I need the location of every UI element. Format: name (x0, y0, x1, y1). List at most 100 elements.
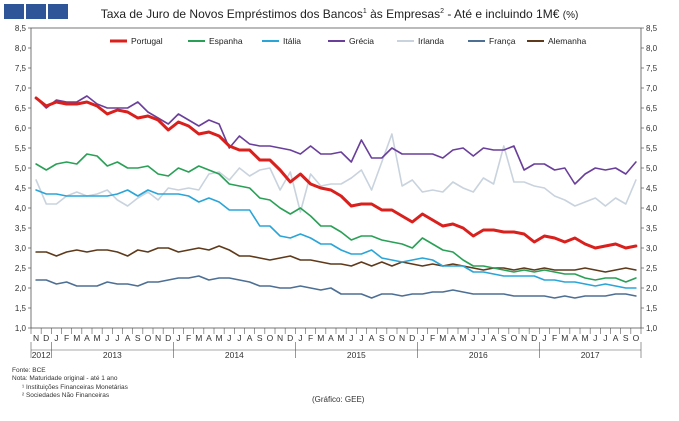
x-month-label: N (155, 333, 161, 343)
x-month-label: A (491, 333, 497, 343)
y-tick-label-left: 6,5 (15, 104, 27, 113)
legend-label: França (489, 36, 516, 46)
y-tick-label-left: 3,5 (15, 224, 27, 233)
x-month-label: A (328, 333, 334, 343)
x-month-label: J (115, 333, 119, 343)
logo-block (26, 4, 46, 19)
y-tick-label-right: 5,5 (646, 144, 658, 153)
footnotes: Fonte: BCE Nota: Maturidade original - a… (12, 367, 128, 400)
y-tick-label-left: 3,0 (15, 244, 27, 253)
x-month-label: D (287, 333, 293, 343)
y-tick-label-right: 5,0 (646, 164, 658, 173)
x-month-label: A (247, 333, 253, 343)
x-month-label: M (460, 333, 467, 343)
y-tick-label-left: 2,5 (15, 264, 27, 273)
series-line-grecia (35, 95, 637, 185)
x-month-label: A (450, 333, 456, 343)
x-year-label: 2015 (347, 350, 366, 360)
y-tick-label-left: 6,0 (15, 124, 27, 133)
x-month-label: J (237, 333, 241, 343)
y-tick-label-right: 4,0 (646, 204, 658, 213)
x-month-label: M (561, 333, 568, 343)
y-tick-label-left: 2,0 (15, 284, 27, 293)
y-tick-label-right: 3,5 (646, 224, 658, 233)
x-month-label: F (64, 333, 69, 343)
x-month-label: J (542, 333, 546, 343)
logo-block (4, 4, 24, 19)
x-month-label: J (593, 333, 597, 343)
x-year-label: 2014 (225, 350, 244, 360)
x-month-label: D (531, 333, 537, 343)
x-month-label: M (195, 333, 202, 343)
x-month-label: J (420, 333, 424, 343)
x-month-label: J (471, 333, 475, 343)
x-month-label: A (206, 333, 212, 343)
x-month-label: A (369, 333, 375, 343)
x-month-label: M (582, 333, 589, 343)
series-line-italia (35, 189, 637, 289)
x-month-label: M (94, 333, 101, 343)
x-month-label: N (521, 333, 527, 343)
x-month-label: M (216, 333, 223, 343)
x-month-label: S (379, 333, 385, 343)
x-year-label: 2016 (469, 350, 488, 360)
y-tick-label-left: 7,0 (15, 84, 27, 93)
x-month-label: J (349, 333, 353, 343)
source-note: Fonte: BCE (12, 367, 46, 374)
x-month-label: A (125, 333, 131, 343)
series-line-alemanha (35, 245, 637, 273)
x-month-label: F (186, 333, 191, 343)
x-month-label: N (33, 333, 39, 343)
x-month-label: M (338, 333, 345, 343)
x-month-label: O (145, 333, 152, 343)
plot-frame (30, 27, 642, 329)
y-tick-label-left: 7,5 (15, 64, 27, 73)
x-year-label: 2012 (32, 350, 51, 360)
legend-label: Portugal (131, 36, 163, 46)
x-month-label: M (73, 333, 80, 343)
y-tick-label-left: 1,0 (15, 324, 27, 333)
y-tick-label-right: 1,0 (646, 324, 658, 333)
gee-logo (4, 4, 68, 19)
footnote-2: ² Sociedades Não Financeiras (22, 391, 110, 399)
title-text: às Empresas (366, 7, 441, 21)
y-tick-label-right: 4,5 (646, 184, 658, 193)
x-year-label: 2017 (581, 350, 600, 360)
x-month-label: J (298, 333, 302, 343)
logo-block (48, 4, 68, 19)
series-line-espanha (35, 153, 637, 283)
x-month-label: A (84, 333, 90, 343)
y-tick-label-left: 4,0 (15, 204, 27, 213)
x-month-label: M (439, 333, 446, 343)
series-line-franca (35, 275, 637, 299)
x-month-label: A (572, 333, 578, 343)
legend-label: Itália (283, 36, 301, 46)
series-line-irlanda (35, 133, 637, 213)
y-tick-label-left: 8,0 (15, 44, 27, 53)
x-month-label: J (176, 333, 180, 343)
y-tick-label-right: 1,5 (646, 304, 658, 313)
x-month-label: O (267, 333, 274, 343)
x-month-label: F (430, 333, 435, 343)
x-month-label: S (135, 333, 141, 343)
chart-title: Taxa de Juro de Novos Empréstimos dos Ba… (0, 7, 679, 21)
title-sup: 2 (440, 8, 444, 15)
x-month-label: D (165, 333, 171, 343)
x-month-label: A (613, 333, 619, 343)
y-tick-label-right: 6,5 (646, 104, 658, 113)
y-tick-label-right: 3,0 (646, 244, 658, 253)
x-month-label: S (501, 333, 507, 343)
y-tick-label-right: 8,5 (646, 24, 658, 33)
title-text: - Até e incluindo 1M€ (444, 7, 563, 21)
x-month-label: F (552, 333, 557, 343)
x-month-label: O (511, 333, 518, 343)
x-month-label: J (54, 333, 58, 343)
x-month-label: N (399, 333, 405, 343)
title-sup: 1 (362, 8, 367, 15)
y-tick-label-left: 5,0 (15, 164, 27, 173)
y-tick-label-left: 8,5 (15, 24, 27, 33)
x-month-label: J (481, 333, 485, 343)
y-tick-label-left: 1,5 (15, 304, 27, 313)
x-month-label: D (409, 333, 415, 343)
